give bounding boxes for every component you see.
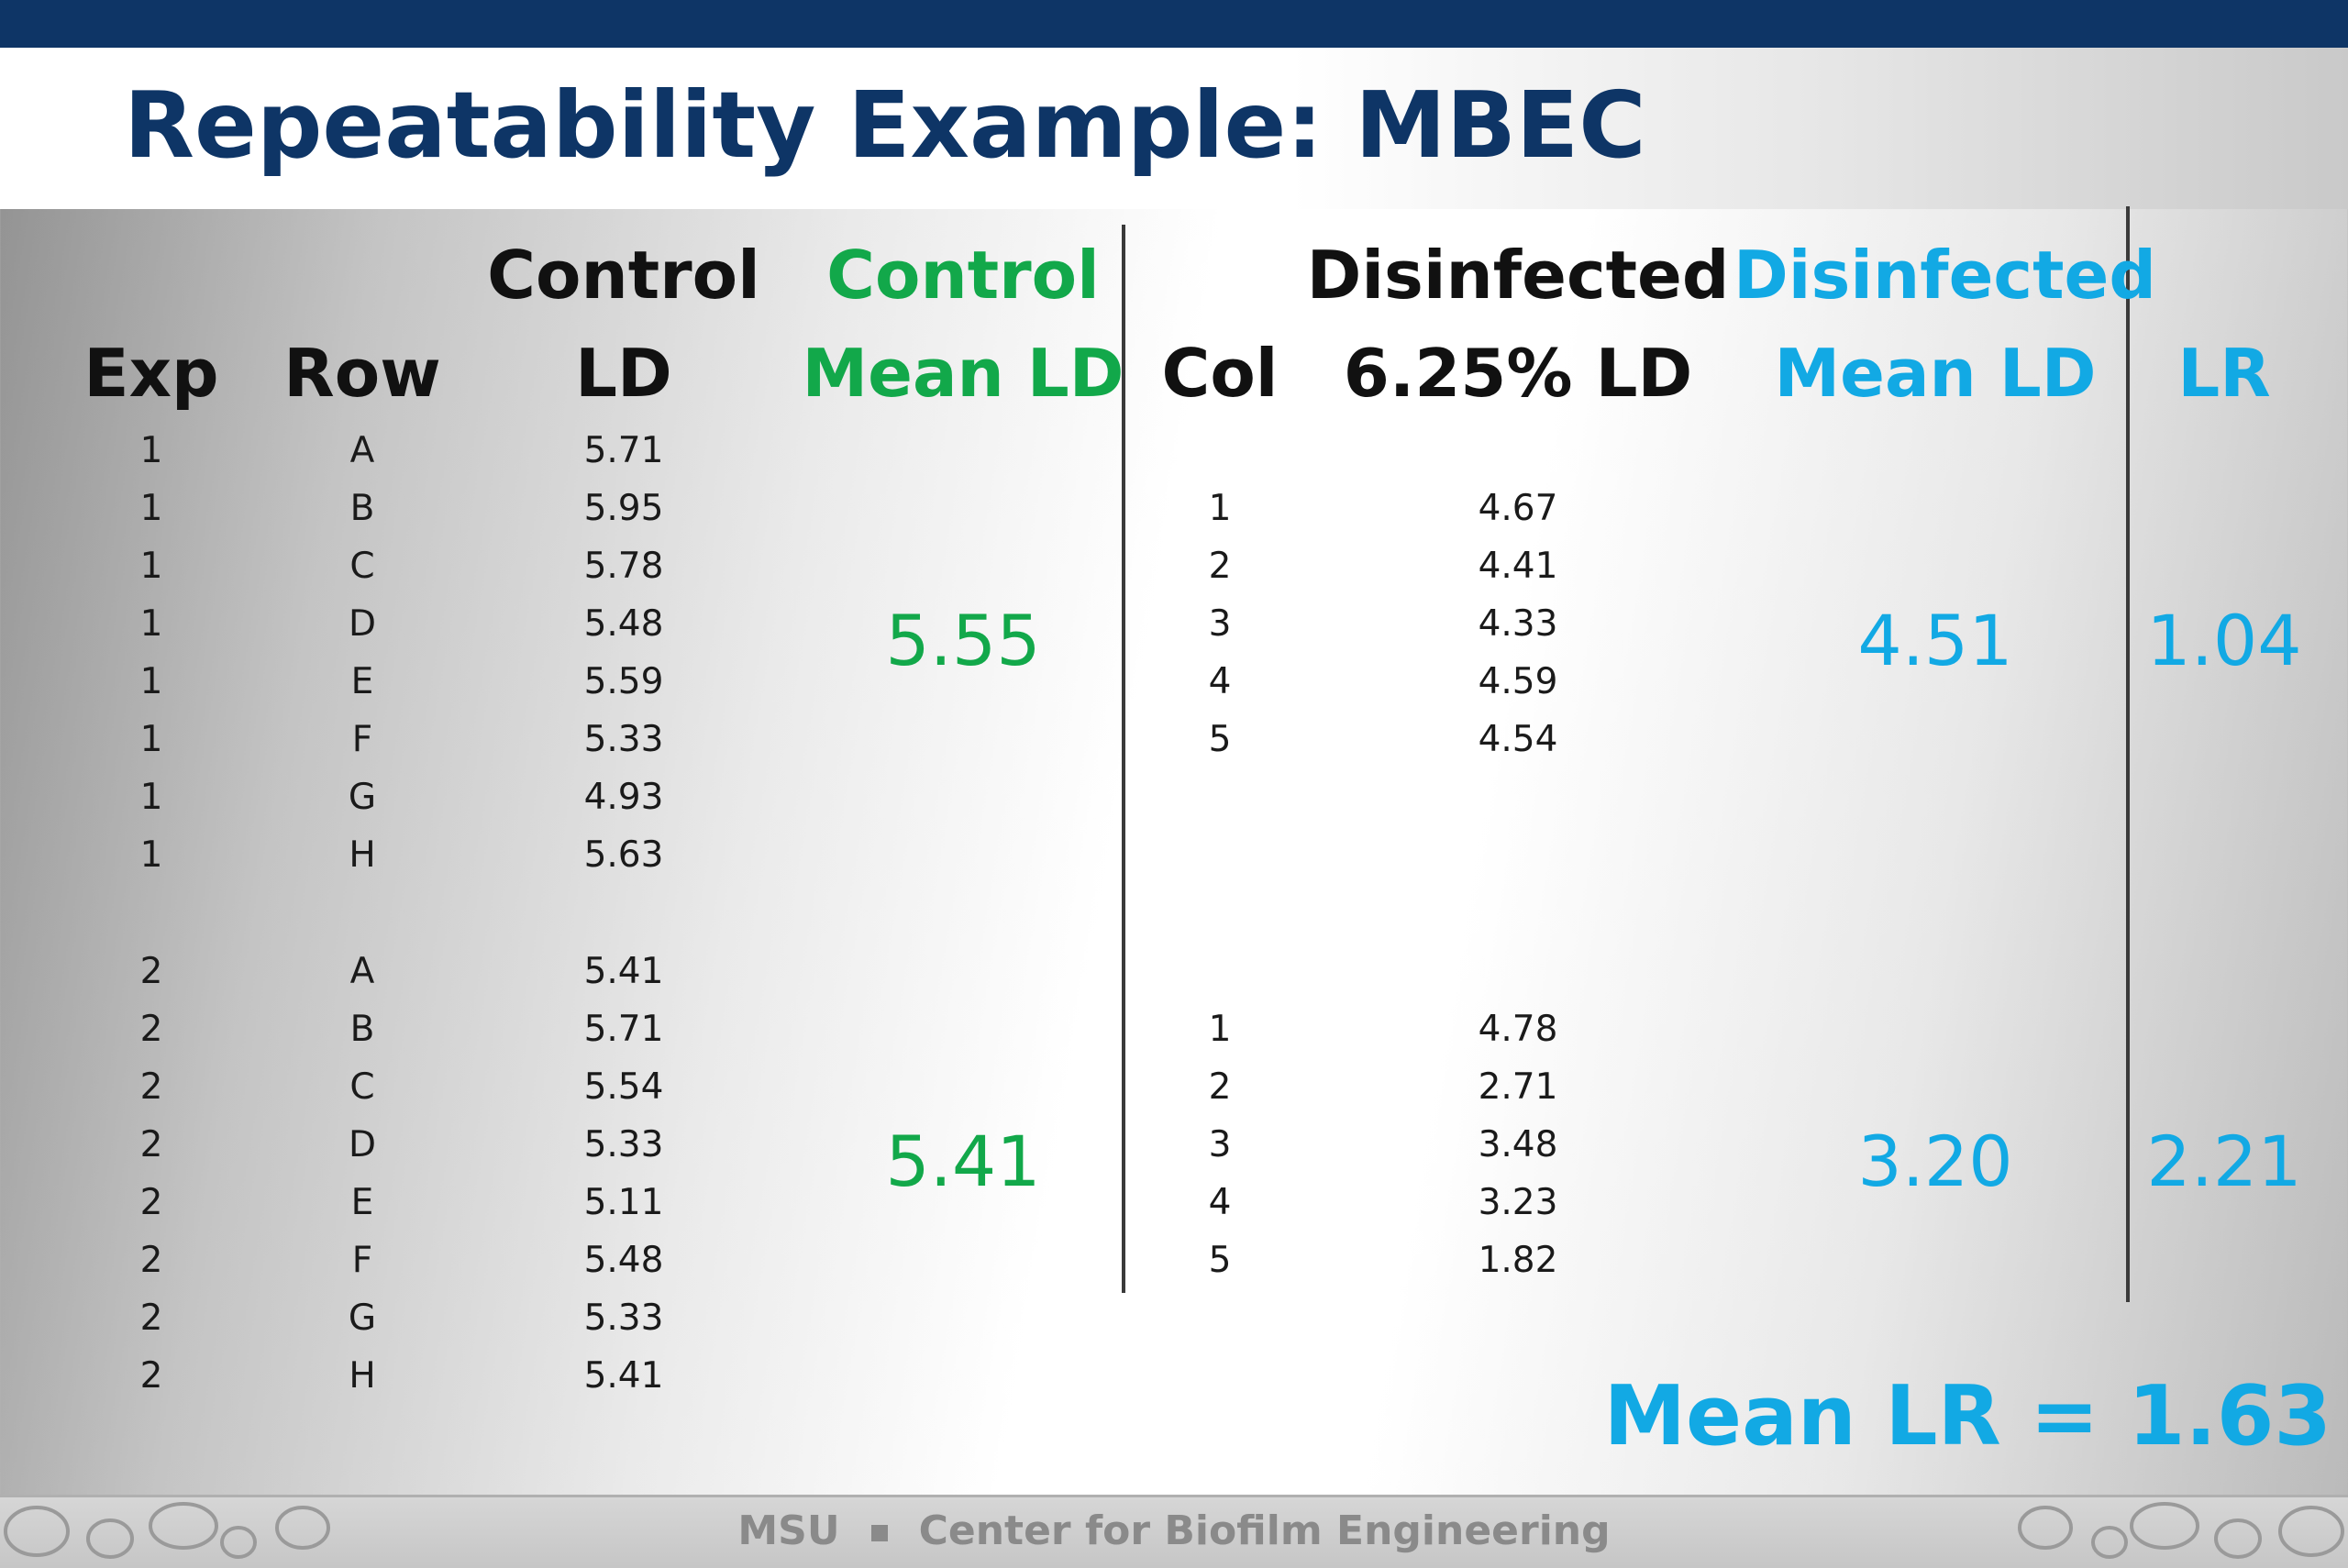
cell-row: F — [351, 719, 373, 760]
cell-control-ld: 5.78 — [583, 546, 664, 587]
slide-title: Repeatability Example: MBEC — [124, 72, 1646, 179]
cell-col: 5 — [1208, 1240, 1232, 1281]
footer-text: MSU Center for Biofilm Engineering — [0, 1504, 2348, 1559]
cell-exp: 1 — [139, 430, 163, 471]
header-disinfected-mean-line2: Mean LD — [1774, 335, 2097, 412]
cell-disinfected-ld: 4.78 — [1478, 1009, 1558, 1050]
header-control-mean-line1: Control — [826, 237, 1100, 314]
footer-center-name: Center for Biofilm Engineering — [918, 1507, 1611, 1554]
log-reduction-exp2: 2.21 — [2146, 1121, 2302, 1202]
cell-disinfected-ld: 4.59 — [1478, 661, 1558, 702]
cell-disinfected-ld: 3.48 — [1478, 1124, 1558, 1165]
cell-row: C — [349, 1066, 375, 1108]
cell-exp: 2 — [139, 1182, 163, 1223]
header-row: Row — [283, 335, 441, 412]
mean-lr-summary: Mean LR = 1.63 — [1603, 1368, 2331, 1464]
cell-control-ld: 5.71 — [583, 1009, 664, 1050]
header-control-ld-line2: LD — [575, 335, 672, 412]
cell-control-ld: 5.11 — [583, 1182, 664, 1223]
header-control-ld-line1: Control — [487, 237, 760, 314]
cell-row: E — [350, 1182, 374, 1223]
cell-exp: 2 — [139, 1066, 163, 1108]
cell-disinfected-ld: 4.54 — [1478, 719, 1558, 760]
footer-separator-icon — [870, 1525, 888, 1541]
title-band — [0, 48, 2348, 209]
cell-exp: 1 — [139, 546, 163, 587]
disinfected-mean-ld-exp2: 3.20 — [1857, 1121, 2013, 1202]
cell-control-ld: 5.48 — [583, 1240, 664, 1281]
header-col: Col — [1161, 335, 1279, 412]
cell-control-ld: 5.54 — [583, 1066, 664, 1108]
cell-control-ld: 5.33 — [583, 719, 664, 760]
cell-row: C — [349, 546, 375, 587]
cell-row: B — [349, 488, 375, 529]
cell-row: D — [348, 603, 377, 645]
cell-control-ld: 5.33 — [583, 1124, 664, 1165]
cell-col: 5 — [1208, 719, 1232, 760]
control-mean-ld-exp2: 5.41 — [885, 1121, 1041, 1202]
biofilm-cells-left-decoration — [4, 1502, 330, 1559]
header-disinfected-ld-line1: Disinfected — [1306, 237, 1730, 314]
cell-control-ld: 5.95 — [583, 488, 664, 529]
column-divider-left — [1122, 225, 1125, 1293]
cell-exp: 2 — [139, 1124, 163, 1165]
cell-exp: 2 — [139, 1009, 163, 1050]
cell-control-ld: 5.48 — [583, 603, 664, 645]
footer-band — [0, 1495, 2348, 1568]
cell-col: 4 — [1208, 1182, 1232, 1223]
cell-control-ld: 5.41 — [583, 951, 664, 992]
cell-disinfected-ld: 4.41 — [1478, 546, 1558, 587]
cell-row: A — [349, 430, 375, 471]
cell-exp: 1 — [139, 488, 163, 529]
cell-col: 2 — [1208, 546, 1232, 587]
cell-row: G — [348, 1297, 377, 1339]
cell-exp: 1 — [139, 603, 163, 645]
cell-exp: 1 — [139, 777, 163, 818]
cell-col: 4 — [1208, 661, 1232, 702]
cell-control-ld: 5.33 — [583, 1297, 664, 1339]
header-lr: LR — [2177, 335, 2271, 412]
cell-col: 3 — [1208, 1124, 1232, 1165]
cell-row: E — [350, 661, 374, 702]
cell-row: A — [349, 951, 375, 992]
cell-col: 3 — [1208, 603, 1232, 645]
cell-exp: 1 — [139, 834, 163, 876]
cell-row: D — [348, 1124, 377, 1165]
header-control-mean-line2: Mean LD — [802, 335, 1124, 412]
log-reduction-exp1: 1.04 — [2146, 600, 2302, 681]
cell-exp: 2 — [139, 1355, 163, 1397]
cell-disinfected-ld: 2.71 — [1478, 1066, 1558, 1108]
cell-disinfected-ld: 4.67 — [1478, 488, 1558, 529]
cell-row: H — [349, 834, 376, 876]
cell-disinfected-ld: 1.82 — [1478, 1240, 1558, 1281]
cell-disinfected-ld: 4.33 — [1478, 603, 1558, 645]
cell-exp: 1 — [139, 719, 163, 760]
header-disinfected-ld-line2: 6.25% LD — [1343, 335, 1693, 412]
cell-row: B — [349, 1009, 375, 1050]
disinfected-mean-ld-exp1: 4.51 — [1857, 600, 2013, 681]
cell-exp: 2 — [139, 1297, 163, 1339]
cell-col: 1 — [1208, 1009, 1232, 1050]
top-banner-bar — [0, 0, 2348, 48]
cell-row: F — [351, 1240, 373, 1281]
footer-msu: MSU — [737, 1507, 840, 1554]
cell-control-ld: 4.93 — [583, 777, 664, 818]
cell-col: 2 — [1208, 1066, 1232, 1108]
cell-control-ld: 5.71 — [583, 430, 664, 471]
header-disinfected-mean-line1: Disinfected — [1733, 237, 2156, 314]
biofilm-cells-right-decoration — [2018, 1502, 2344, 1559]
cell-control-ld: 5.63 — [583, 834, 664, 876]
cell-control-ld: 5.41 — [583, 1355, 664, 1397]
cell-exp: 2 — [139, 951, 163, 992]
cell-col: 1 — [1208, 488, 1232, 529]
cell-exp: 2 — [139, 1240, 163, 1281]
control-mean-ld-exp1: 5.55 — [885, 600, 1041, 681]
cell-control-ld: 5.59 — [583, 661, 664, 702]
cell-row: G — [348, 777, 377, 818]
column-divider-right — [2126, 206, 2130, 1302]
cell-exp: 1 — [139, 661, 163, 702]
cell-row: H — [349, 1355, 376, 1397]
cell-disinfected-ld: 3.23 — [1478, 1182, 1558, 1223]
header-exp: Exp — [83, 335, 219, 412]
